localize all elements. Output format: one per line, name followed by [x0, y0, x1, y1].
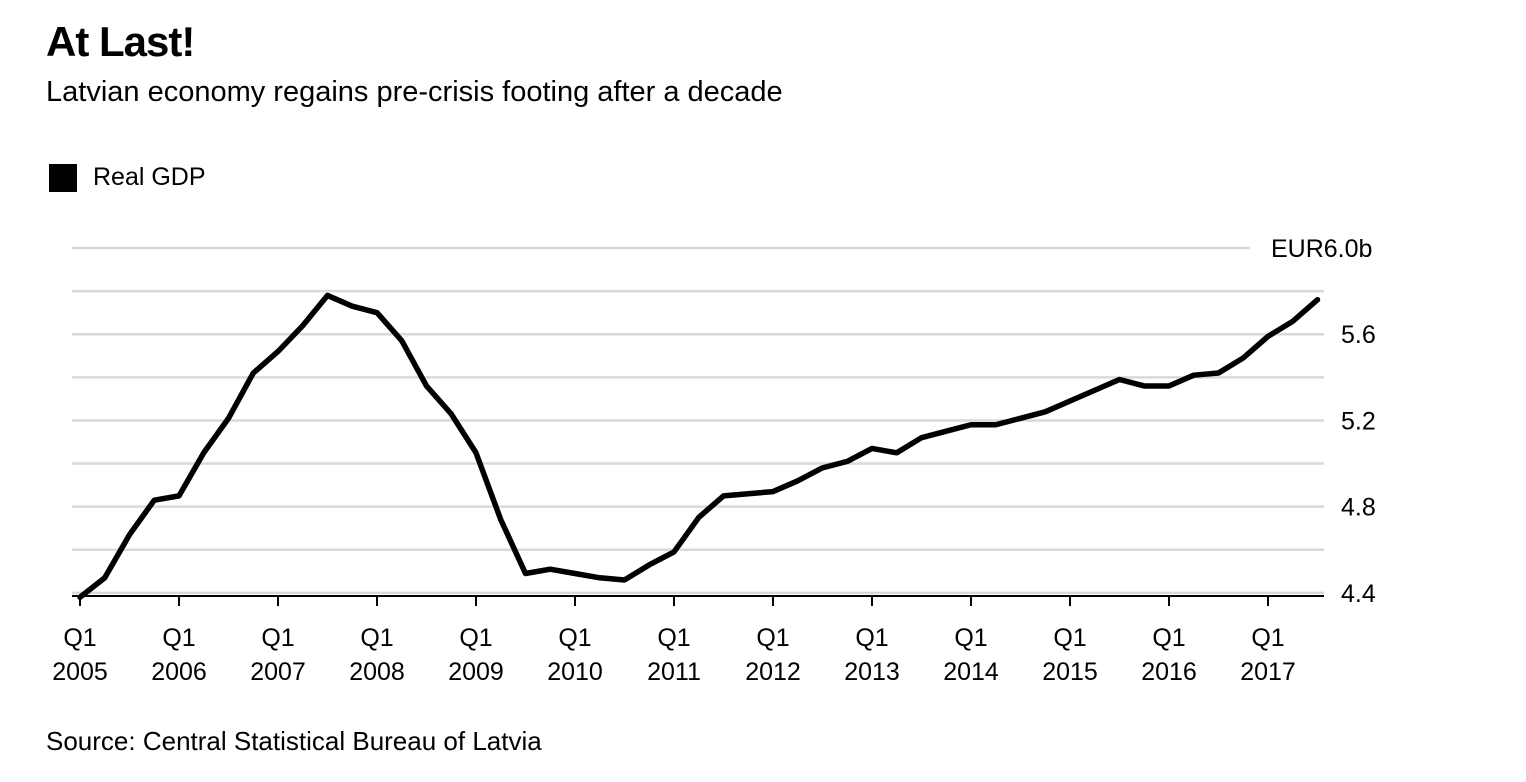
data-point — [747, 493, 749, 495]
data-point — [401, 340, 403, 342]
data-point — [1069, 400, 1071, 402]
legend-swatch-real-gdp — [49, 163, 77, 192]
data-point — [921, 437, 922, 439]
data-point — [995, 424, 997, 426]
x-tick-year-label: 2010 — [547, 658, 603, 686]
data-point — [599, 577, 601, 579]
x-tick-quarter-label: Q1 — [1251, 624, 1284, 652]
x-tick-year-label: 2017 — [1240, 658, 1296, 686]
data-point — [772, 491, 774, 493]
data-point — [797, 480, 799, 482]
chart-title: At Last! — [46, 18, 195, 65]
data-point — [376, 312, 378, 314]
y-tick-label: EUR6.0b — [1271, 235, 1372, 263]
data-point — [1317, 299, 1318, 301]
data-point — [475, 452, 477, 454]
data-point — [945, 430, 947, 432]
data-point — [723, 495, 724, 497]
data-point — [822, 467, 823, 469]
data-point — [1020, 417, 1021, 419]
x-tick-year-label: 2013 — [844, 658, 900, 686]
x-axis-labels: Q1 2005 Q1 2006 Q1 2007 Q1 2008 Q1 2009 Q1 2010 Q1 20… — [52, 624, 1296, 686]
x-tick-quarter-label: Q1 — [360, 624, 393, 652]
data-point — [846, 460, 848, 462]
data-point — [153, 499, 155, 501]
x-tick-year-label: 2005 — [52, 658, 108, 686]
x-axis — [72, 595, 1324, 606]
series-layer — [77, 292, 1321, 600]
x-tick-quarter-label: Q1 — [261, 624, 294, 652]
x-tick-year-label: 2014 — [943, 658, 999, 686]
x-tick-quarter-label: Q1 — [1053, 624, 1086, 652]
x-tick-quarter-label: Q1 — [1152, 624, 1185, 652]
y-axis-labels: 4.4 4.8 5.2 5.6 EUR6.0b — [1271, 235, 1376, 608]
data-point — [871, 447, 873, 449]
data-point — [574, 572, 576, 574]
data-point — [351, 305, 353, 307]
x-tick-year-label: 2016 — [1141, 658, 1197, 686]
source-note: Source: Central Statistical Bureau of La… — [46, 726, 542, 756]
data-point — [104, 577, 106, 579]
x-tick-quarter-label: Q1 — [657, 624, 690, 652]
data-point — [450, 413, 452, 415]
x-tick-year-label: 2012 — [745, 658, 801, 686]
data-point — [203, 452, 205, 454]
x-tick-year-label: 2008 — [349, 658, 405, 686]
data-point — [228, 417, 229, 419]
x-tick-quarter-label: Q1 — [756, 624, 789, 652]
x-tick-quarter-label: Q1 — [558, 624, 591, 652]
x-tick-quarter-label: Q1 — [855, 624, 888, 652]
y-tick-label: 4.4 — [1341, 580, 1376, 608]
data-point — [277, 350, 279, 352]
data-point — [1218, 372, 1219, 374]
data-point — [129, 534, 130, 536]
data-point — [970, 424, 972, 426]
data-point — [549, 568, 551, 570]
series-line-real-gdp — [77, 292, 1321, 600]
gridlines — [72, 246, 1324, 595]
x-tick-year-label: 2006 — [151, 658, 207, 686]
data-point — [1119, 378, 1120, 380]
x-tick-quarter-label: Q1 — [63, 624, 96, 652]
data-point — [1267, 335, 1269, 337]
legend-label-real-gdp: Real GDP — [93, 163, 206, 191]
data-point — [624, 579, 625, 581]
chart-subtitle: Latvian economy regains pre-crisis footi… — [46, 76, 783, 108]
x-tick-year-label: 2007 — [250, 658, 306, 686]
data-point — [426, 385, 427, 387]
data-point — [896, 452, 898, 454]
data-point — [698, 516, 700, 518]
data-point — [648, 564, 650, 566]
data-point — [178, 495, 180, 497]
data-point — [1168, 385, 1170, 387]
x-tick-quarter-label: Q1 — [162, 624, 195, 652]
x-tick-quarter-label: Q1 — [459, 624, 492, 652]
x-tick-year-label: 2009 — [448, 658, 504, 686]
y-tick-label: 5.2 — [1341, 407, 1376, 435]
data-point — [1094, 389, 1096, 391]
legend: Real GDP — [49, 163, 206, 192]
x-tick-quarter-label: Q1 — [954, 624, 987, 652]
y-tick-label: 5.6 — [1341, 321, 1376, 349]
data-point — [252, 372, 254, 374]
data-point — [1242, 357, 1244, 359]
data-point — [525, 572, 526, 574]
data-point — [1292, 320, 1294, 322]
data-point — [327, 294, 328, 296]
data-point — [1044, 411, 1046, 413]
x-tick-year-label: 2015 — [1042, 658, 1098, 686]
data-point — [1143, 385, 1145, 387]
data-point — [79, 596, 81, 598]
data-point — [302, 325, 304, 327]
data-point — [673, 551, 675, 553]
data-point — [500, 519, 502, 521]
x-tick-year-label: 2011 — [647, 658, 701, 686]
data-point — [1193, 374, 1195, 376]
y-tick-label: 4.8 — [1341, 494, 1376, 522]
